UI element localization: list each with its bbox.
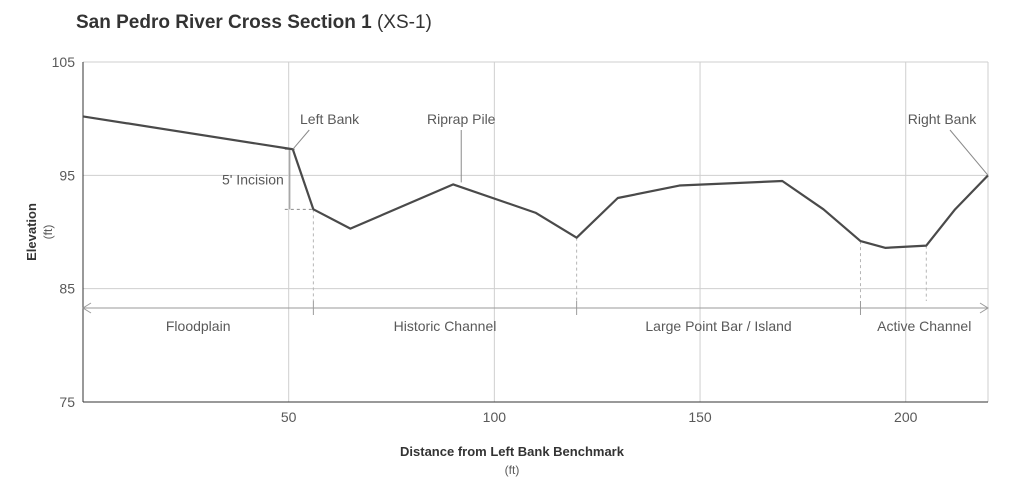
y-tick-label: 85 <box>59 281 75 297</box>
y-tick-label: 95 <box>59 167 75 183</box>
zone-label: Large Point Bar / Island <box>645 318 791 334</box>
x-tick-label: 150 <box>688 409 712 425</box>
chart-title: San Pedro River Cross Section 1 (XS-1) <box>76 12 432 34</box>
zone-label: Floodplain <box>166 318 231 334</box>
zone-arrow-left <box>82 302 92 314</box>
riprap-pile-label: Riprap Pile <box>427 111 496 127</box>
left-bank-leader <box>292 129 310 150</box>
y-tick-label: 75 <box>59 394 75 410</box>
x-tick-label: 50 <box>281 409 297 425</box>
y-axis-label: Elevation <box>24 203 39 261</box>
zone-arrow-right <box>979 302 989 314</box>
chart-title-suffix: (XS-1) <box>376 12 432 33</box>
right-bank-label: Right Bank <box>908 111 977 127</box>
x-axis-label: Distance from Left Bank Benchmark <box>400 444 625 459</box>
chart-title-main: San Pedro River Cross Section 1 <box>76 12 372 33</box>
y-axis-unit: (ft) <box>41 225 55 240</box>
elevation-profile-line <box>82 115 989 249</box>
incision-label: 5' Incision <box>222 171 284 187</box>
x-tick-label: 200 <box>894 409 918 425</box>
x-axis-unit: (ft) <box>505 463 520 477</box>
x-tick-label: 100 <box>483 409 507 425</box>
zone-label: Historic Channel <box>394 318 497 334</box>
y-tick-label: 105 <box>52 54 76 70</box>
left-bank-label: Left Bank <box>300 111 360 127</box>
right-bank-leader <box>949 129 989 176</box>
zone-label: Active Channel <box>877 318 971 334</box>
